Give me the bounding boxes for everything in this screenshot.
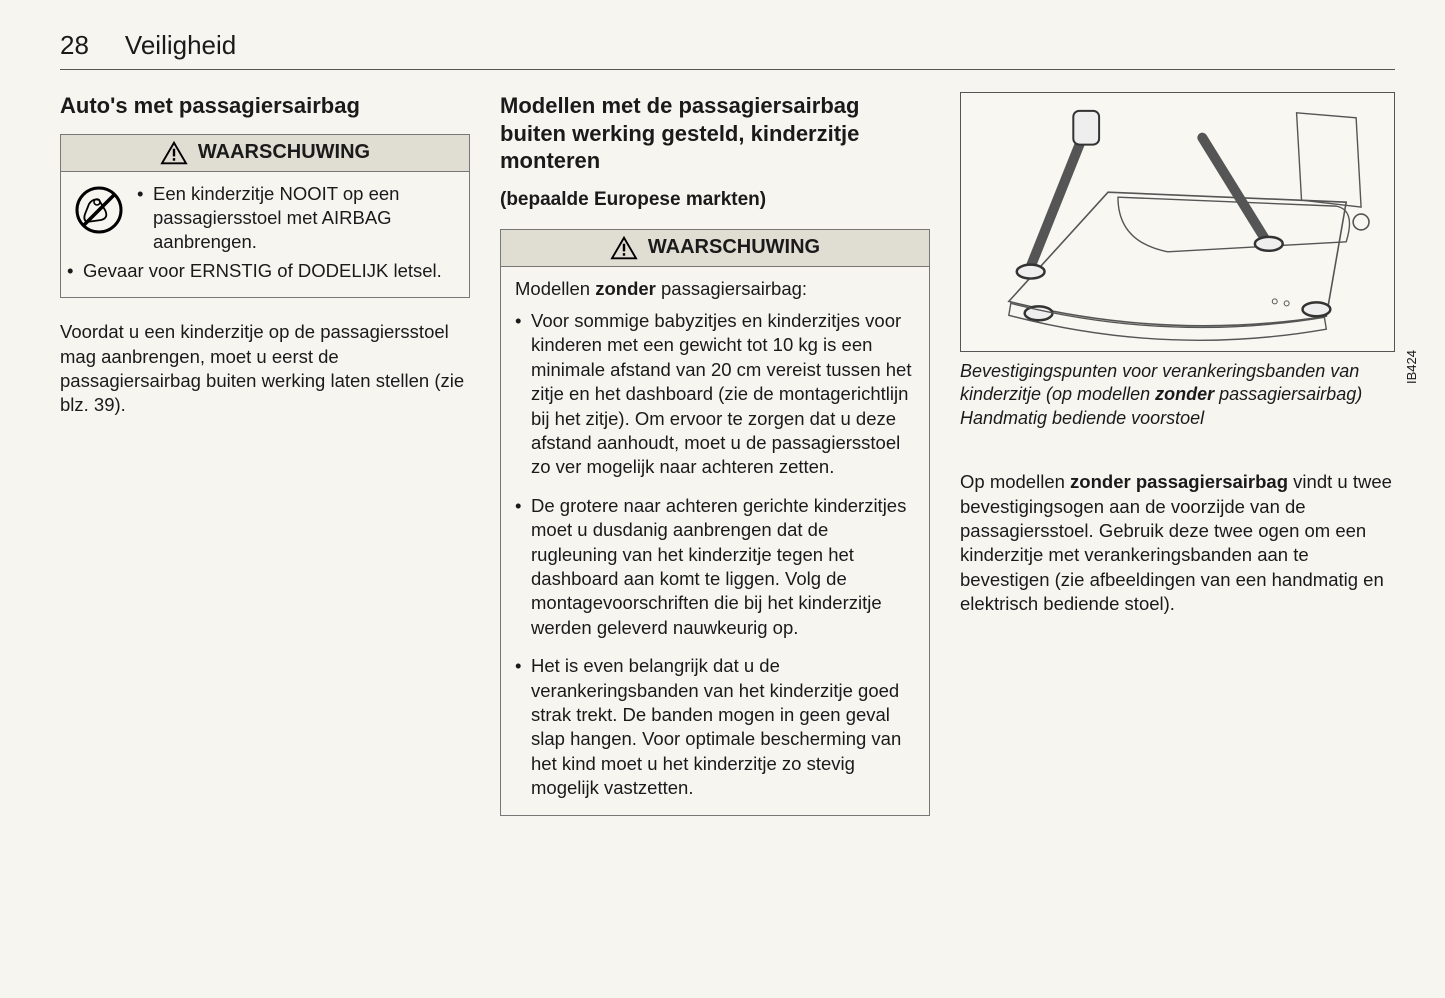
figure-caption: Bevestigingspunten voor verankeringsband… [960,360,1395,430]
warning-bullet: Het is even belangrijk dat u de veranker… [515,654,915,800]
text: Op modellen [960,471,1070,492]
warning-bullets-left: Een kinderzitje NOOIT op een passagierss… [137,182,455,284]
content-columns: Auto's met passagiersairbag WAARSCHUWING [60,92,1395,816]
warning-title-mid: WAARSCHUWING [648,236,820,259]
warning-body-mid: Modellen zonder passagiersairbag: Voor s… [501,267,929,815]
column-right: IB424 Bevestigingspunten voor verankerin… [960,92,1395,816]
warning-header-mid: WAARSCHUWING [501,230,929,267]
page-number: 28 [60,30,89,61]
manual-page: 28 Veiligheid Auto's met passagiersairba… [0,0,1445,998]
mid-subheading: (bepaalde Europese markten) [500,189,930,211]
figure-wrapper: IB424 [960,92,1395,352]
caption-bold: zonder [1155,384,1214,404]
right-paragraph: Op modellen zonder passagiersairbag vind… [960,470,1395,616]
chapter-title: Veiligheid [125,30,236,61]
seat-illustration [961,93,1394,351]
text: vindt u twee bevestigingsogen aan de voo… [960,471,1392,614]
left-paragraph: Voordat u een kinderzitje op de passagie… [60,320,470,418]
seat-anchor-figure [960,92,1395,352]
column-middle: Modellen met de passagiersairbag buiten … [500,92,930,816]
warning-intro: Modellen zonder passagiersairbag: [515,277,915,301]
left-heading: Auto's met passagiersairbag [60,92,470,120]
text: Modellen [515,278,595,299]
warning-box-left: WAARSCHUWING Een kinderzitje NOOIT op ee… [60,134,470,299]
caption-text: Handmatig bediende voorstoel [960,408,1204,428]
warning-bullet: Gevaar voor ERNSTIG of DODELIJK letsel. [67,259,455,283]
text-bold: zonder passagiersairbag [1070,471,1288,492]
warning-bullet: Voor sommige babyzitjes en kinderzitjes … [515,309,915,480]
warning-bullet: Een kinderzitje NOOIT op een passagierss… [137,182,455,255]
mid-heading: Modellen met de passagiersairbag buiten … [500,92,930,175]
warning-header-left: WAARSCHUWING [61,135,469,172]
warning-box-mid: WAARSCHUWING Modellen zonder passagiersa… [500,229,930,816]
figure-id-label: IB424 [1404,350,1419,384]
warning-triangle-icon [160,141,188,165]
warning-bullet: De grotere naar achteren gerichte kinder… [515,494,915,640]
warning-bullets-mid: Voor sommige babyzitjes en kinderzitjes … [515,309,915,801]
caption-text: passagiersairbag) [1214,384,1362,404]
text-bold: zonder [595,278,656,299]
warning-body-left: Een kinderzitje NOOIT op een passagierss… [61,172,469,298]
warning-title-left: WAARSCHUWING [198,141,370,164]
text: passagiersairbag: [656,278,807,299]
column-left: Auto's met passagiersairbag WAARSCHUWING [60,92,470,816]
warning-triangle-icon [610,236,638,260]
page-header: 28 Veiligheid [60,30,1395,70]
